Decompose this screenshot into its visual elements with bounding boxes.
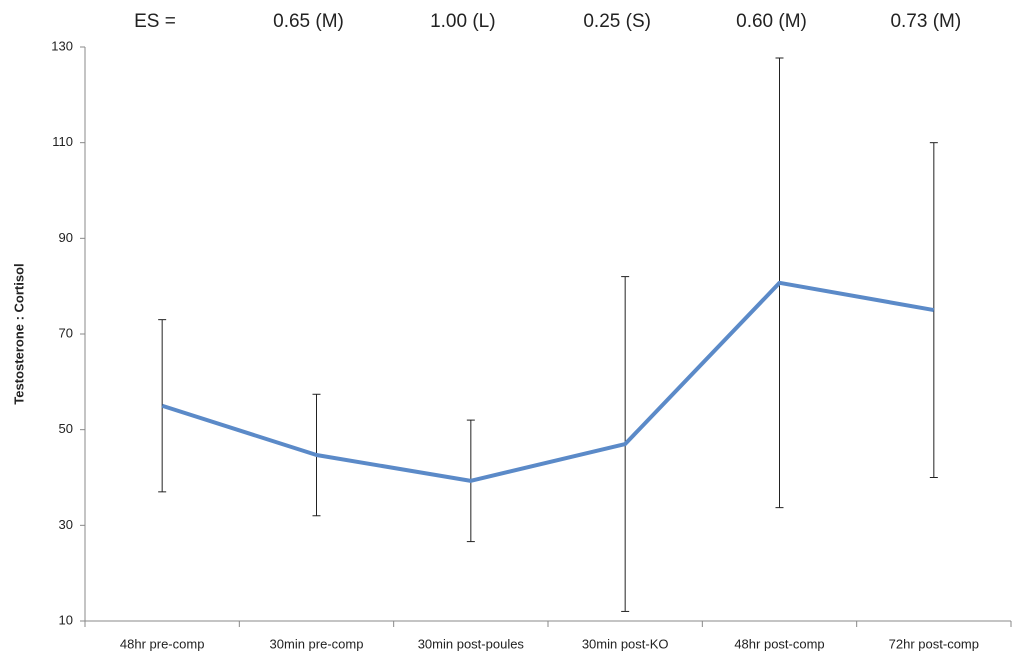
effect-size: 0.25 (S) [583,11,651,32]
y-tick-label: 10 [59,612,73,627]
effect-size: 1.00 (L) [430,11,495,32]
y-axis-label: Testosterone : Cortisol [11,263,26,404]
effect-size: 0.60 (M) [736,11,807,32]
effect-size: 0.65 (M) [273,11,344,32]
y-tick-label: 110 [52,134,73,149]
x-tick-label: 30min post-KO [582,636,669,651]
annotation-label: ES = [134,11,176,32]
x-tick-label: 48hr pre-comp [120,636,205,651]
y-tick-label: 50 [59,421,73,436]
x-tick-label: 30min post-poules [418,636,525,651]
x-tick-label: 48hr post-comp [734,636,824,651]
effect-size: 0.73 (M) [890,11,961,32]
series-line [161,280,935,483]
x-tick-label: 30min pre-comp [270,636,364,651]
x-tick-label: 72hr post-comp [889,636,979,651]
y-tick-label: 30 [59,517,73,532]
y-tick-label: 90 [59,230,73,245]
y-tick-label: 70 [59,325,73,340]
y-tick-label: 130 [51,38,73,53]
